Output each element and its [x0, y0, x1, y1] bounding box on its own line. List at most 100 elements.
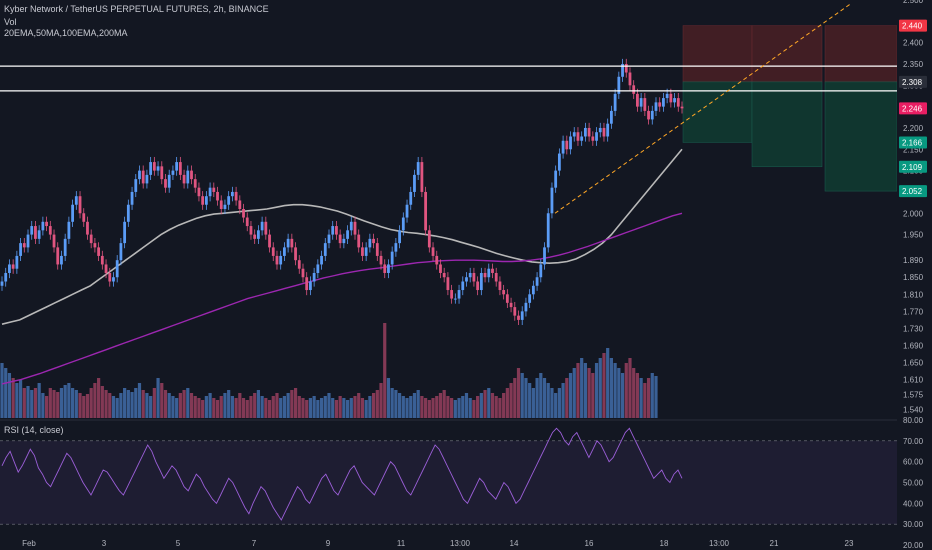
volume-bar: [554, 393, 558, 418]
volume-bar: [186, 388, 190, 418]
candle-body: [606, 123, 610, 137]
volume-bar: [561, 383, 565, 418]
volume-bar: [650, 373, 654, 418]
volume-bar: [134, 388, 138, 418]
volume-bar: [357, 393, 361, 418]
volume-bar: [212, 398, 216, 418]
time-tick: 5: [176, 539, 181, 548]
volume-bar: [520, 373, 524, 418]
volume-bar: [15, 383, 19, 418]
candle-body: [268, 234, 271, 248]
volume-bar: [279, 398, 283, 418]
candle-body: [260, 221, 264, 231]
candle-body: [238, 200, 242, 209]
volume-bar: [509, 383, 513, 418]
volume-bar: [227, 390, 231, 418]
rsi-tick: 70.00: [903, 437, 924, 446]
volume-bar: [576, 363, 580, 418]
volume-bar: [494, 396, 498, 418]
candle-body: [204, 196, 208, 205]
candle-body: [286, 238, 290, 248]
volume-bar: [338, 396, 342, 418]
price-tick: 1.950: [903, 231, 924, 240]
volume-bar: [104, 390, 108, 418]
volume-bar: [390, 388, 394, 418]
volume-bar: [334, 400, 339, 418]
rsi-tick: 20.00: [903, 541, 924, 550]
candle-body: [15, 255, 19, 269]
candle-body: [30, 226, 34, 235]
candlesticks: [0, 58, 684, 326]
candle-body: [662, 98, 665, 107]
candle-body: [11, 264, 15, 269]
price-badge: [899, 19, 927, 32]
candle-body: [353, 221, 357, 235]
candle-body: [587, 127, 591, 137]
volume-bar: [301, 398, 305, 418]
candle-body: [647, 110, 650, 120]
trend-line[interactable]: [554, 3, 851, 214]
volume-bar: [461, 396, 465, 418]
candle-body: [123, 221, 127, 244]
stop-zone-1: [682, 25, 753, 83]
volume-bar: [126, 390, 130, 418]
volume-bar: [197, 398, 201, 418]
candle-body: [297, 260, 301, 269]
volume-bar: [371, 393, 376, 418]
candle-body: [483, 272, 487, 278]
candle-body: [420, 162, 424, 192]
volume-bar: [420, 396, 424, 418]
price-badge: [899, 75, 927, 88]
candle-body: [34, 226, 37, 239]
price-badge-label: 2.308: [902, 78, 923, 87]
candle-body: [398, 230, 401, 244]
candle-body: [435, 255, 439, 265]
moving-averages: [1, 148, 683, 385]
candle-body: [119, 243, 123, 261]
volume-bar: [405, 398, 409, 418]
volume-bar: [108, 393, 112, 418]
volume-bar: [119, 393, 123, 418]
candle-body: [550, 187, 554, 214]
candle-body: [446, 277, 450, 291]
volume-bar: [67, 383, 71, 418]
candle-body: [338, 234, 342, 244]
candle-body: [424, 191, 428, 231]
volume-bar: [416, 390, 420, 418]
volume-bar: [502, 393, 506, 418]
volume-bar: [204, 396, 208, 418]
candle-body: [379, 255, 383, 265]
volume-bar: [41, 393, 45, 418]
candle-body: [498, 281, 502, 291]
candle-body: [112, 277, 115, 282]
candle-body: [320, 255, 323, 265]
candle-body: [431, 247, 435, 256]
volume-bar: [542, 378, 547, 418]
candle-body: [468, 272, 472, 278]
volume-bar: [193, 396, 197, 418]
volume-bar: [78, 393, 82, 418]
candle-body: [219, 200, 223, 209]
time-tick: 14: [510, 539, 519, 548]
candle-body: [134, 179, 138, 192]
time-axis: Feb 3 5 7 9 11 13:00 14 16 18 13:00 21 23: [22, 539, 854, 548]
volume-bar: [468, 398, 472, 418]
candle-body: [41, 221, 45, 231]
volume-bar: [245, 400, 249, 418]
volume-bar: [457, 398, 461, 418]
volume-bar: [82, 396, 86, 418]
volume-bar: [446, 396, 450, 418]
candle-body: [453, 298, 457, 300]
volume-bar: [606, 348, 610, 418]
price-tick: 1.575: [903, 391, 924, 400]
volume-bars: [0, 323, 658, 418]
candle-body: [509, 302, 513, 308]
volume-bar: [427, 400, 431, 418]
horizontal-levels[interactable]: [0, 65, 897, 92]
volume-bar: [375, 390, 379, 418]
volume-bar: [189, 393, 194, 418]
volume-bar: [167, 393, 171, 418]
price-badge-label: 2.166: [902, 138, 923, 147]
volume-bar: [327, 393, 331, 418]
